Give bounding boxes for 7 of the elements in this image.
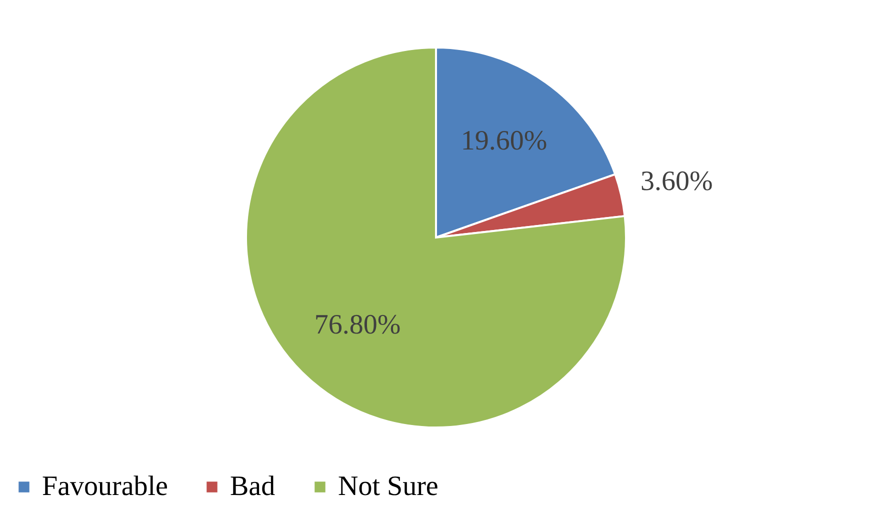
legend-label: Favourable	[42, 471, 168, 502]
legend-label: Bad	[230, 471, 276, 502]
data-label: 3.60%	[640, 166, 713, 198]
legend-label: Not Sure	[338, 471, 438, 502]
pie-slice	[245, 46, 627, 428]
data-label: 76.80%	[314, 309, 401, 340]
data-label: 19.60%	[460, 125, 548, 156]
